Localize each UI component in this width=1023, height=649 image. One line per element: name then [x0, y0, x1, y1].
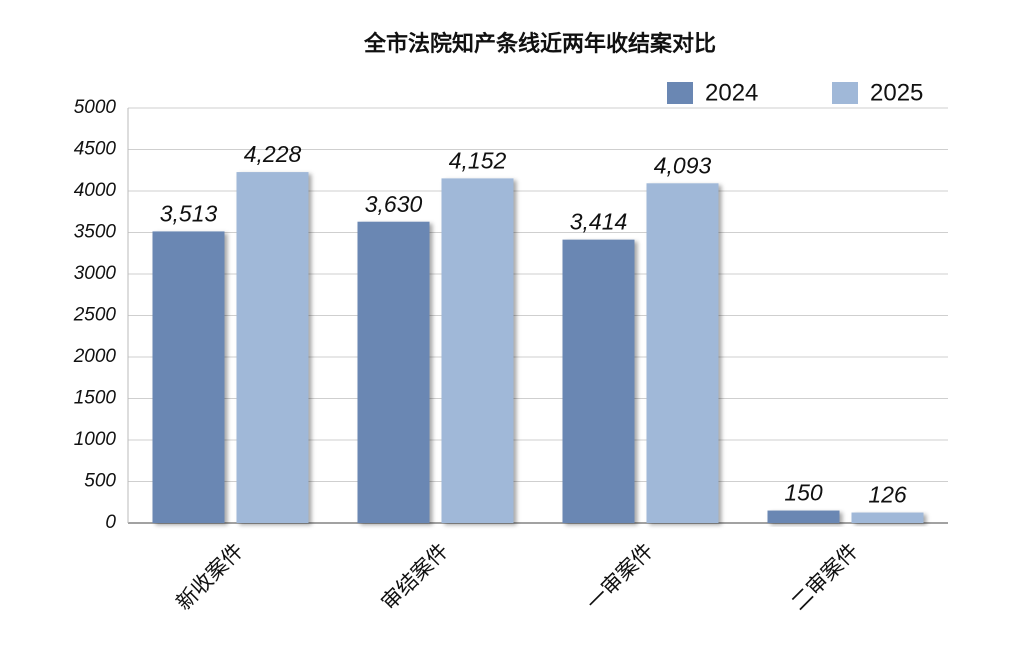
- y-tick-label: 1000: [74, 429, 117, 450]
- y-tick-label: 4500: [74, 139, 117, 160]
- bar: [152, 231, 225, 523]
- chart-title: 全市法院知产条线近两年收结案对比: [363, 31, 716, 56]
- x-tick-label: 审结案件: [377, 539, 453, 615]
- y-tick-label: 2000: [73, 346, 117, 367]
- y-tick-label: 3000: [74, 263, 117, 284]
- value-label: 4,093: [654, 152, 712, 178]
- value-label: 4,152: [449, 147, 507, 173]
- x-tick-label: 一审案件: [582, 539, 658, 615]
- bar: [767, 510, 840, 523]
- value-label: 150: [784, 480, 823, 506]
- y-tick-label: 0: [105, 512, 116, 533]
- legend-label: 2024: [705, 79, 758, 106]
- value-label: 126: [868, 482, 907, 508]
- bar: [357, 221, 430, 523]
- value-label: 3,630: [365, 191, 423, 217]
- bar: [851, 512, 924, 523]
- y-tick-label: 500: [84, 471, 116, 492]
- bar: [646, 183, 719, 523]
- y-tick-label: 3500: [74, 222, 117, 243]
- value-label: 3,513: [160, 200, 218, 226]
- y-tick-label: 5000: [74, 97, 117, 118]
- x-tick-label: 二审案件: [787, 539, 863, 615]
- y-tick-label: 4000: [74, 180, 117, 201]
- bar: [562, 239, 635, 523]
- legend-swatch: [667, 82, 693, 104]
- y-tick-label: 1500: [74, 388, 117, 409]
- bar: [441, 178, 514, 523]
- y-tick-label: 2500: [73, 305, 117, 326]
- x-tick-label: 新收案件: [172, 539, 248, 615]
- value-label: 4,228: [244, 141, 302, 167]
- bar: [236, 172, 309, 524]
- legend-swatch: [832, 82, 858, 104]
- value-label: 3,414: [570, 209, 628, 235]
- legend-label: 2025: [870, 79, 923, 106]
